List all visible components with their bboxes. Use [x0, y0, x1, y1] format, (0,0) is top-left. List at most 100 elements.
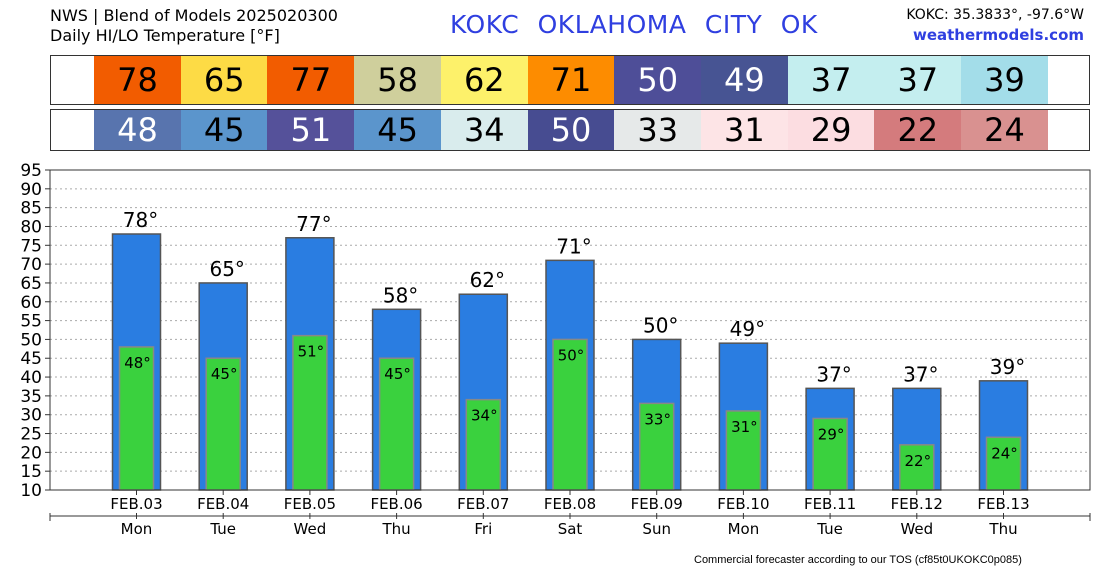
hi-value-label: 39° — [990, 355, 1025, 379]
lo-value-label: 22° — [905, 452, 932, 470]
lo-value-label: 34° — [471, 407, 498, 425]
y-tick-label: 45 — [20, 349, 42, 369]
lo-bar — [292, 334, 328, 491]
hi-value-label: 62° — [470, 268, 505, 292]
y-tick-label: 60 — [20, 293, 42, 313]
y-tick-label: 10 — [20, 481, 42, 501]
hi-value-label: 77° — [296, 212, 331, 236]
hi-value-label: 49° — [730, 317, 765, 341]
y-tick-label: 95 — [20, 161, 42, 181]
x-weekday-label: Sun — [642, 520, 671, 538]
x-weekday-label: Fri — [474, 520, 492, 538]
y-tick-label: 20 — [20, 443, 42, 463]
x-weekday-label: Tue — [209, 520, 236, 538]
hi-temp-cell: 39 — [961, 56, 1048, 104]
y-tick-label: 50 — [20, 330, 42, 350]
hi-value-label: 78° — [123, 208, 158, 232]
x-category-label: FEB.08 — [544, 495, 596, 513]
x-category-label: FEB.12 — [891, 495, 943, 513]
x-axis: FEB.03 Mon FEB.04 Tue FEB.05 Wed FEB.06 Thu FEB.… — [49, 490, 1091, 538]
lo-temp-cell: 50 — [527, 110, 615, 150]
y-tick-label: 90 — [20, 180, 42, 200]
x-category-label: FEB.04 — [197, 495, 249, 513]
footer-note: Commercial forecaster according to our T… — [694, 554, 1022, 566]
x-weekday-label: Thu — [382, 520, 411, 538]
y-tick-label: 85 — [20, 199, 42, 219]
lo-value-label: 24° — [991, 444, 1018, 462]
hi-temp-cell: 58 — [354, 56, 442, 104]
x-category-label: FEB.06 — [370, 495, 422, 513]
lo-bar — [205, 357, 241, 491]
x-category-label: FEB.13 — [977, 495, 1029, 513]
lo-value-label: 45° — [211, 365, 238, 383]
site-link[interactable]: weathermodels.com — [912, 26, 1084, 44]
lo-temp-cell: 51 — [267, 110, 355, 150]
lo-value-label: 50° — [558, 346, 585, 364]
y-tick-label: 75 — [20, 236, 42, 256]
lo-value-label: 48° — [124, 354, 151, 372]
hi-temp-cell: 37 — [874, 56, 962, 104]
x-weekday-label: Sat — [558, 520, 583, 538]
y-tick-label: 35 — [20, 387, 42, 407]
lo-value-label: 31° — [731, 418, 758, 436]
hi-temp-strip: 78 65 77 58 62 71 50 49 37 37 39 — [50, 55, 1090, 105]
hi-temp-cell: 49 — [700, 56, 788, 104]
x-weekday-label: Thu — [988, 520, 1017, 538]
lo-bar — [465, 398, 502, 491]
y-tick-label: 80 — [20, 217, 42, 237]
x-weekday-label: Wed — [900, 520, 933, 538]
hi-value-label: 58° — [383, 283, 418, 307]
chart-title-line2: Daily HI/LO Temperature [°F] — [50, 26, 280, 45]
y-tick-label: 65 — [20, 274, 42, 294]
lo-temp-cell: 22 — [874, 110, 962, 150]
y-tick-label: 30 — [20, 406, 42, 426]
x-weekday-label: Mon — [121, 520, 153, 538]
y-tick-label: 70 — [20, 255, 42, 275]
lo-temp-cell: 31 — [700, 110, 788, 150]
lo-temp-cell: 24 — [961, 110, 1048, 150]
lo-temp-cell: 48 — [94, 110, 181, 150]
hi-value-label: 37° — [903, 362, 938, 386]
lo-temp-cell: 34 — [440, 110, 528, 150]
station-name: KOKC OKLAHOMA CITY OK — [450, 10, 818, 39]
lo-temp-cell: 45 — [180, 110, 268, 150]
lo-bar — [638, 402, 675, 491]
lo-bar — [378, 357, 415, 491]
x-category-label: FEB.10 — [717, 495, 769, 513]
lo-value-label: 33° — [644, 410, 671, 428]
y-tick-label: 55 — [20, 312, 42, 332]
hi-temp-cell: 62 — [440, 56, 528, 104]
x-weekday-label: Tue — [816, 520, 843, 538]
hi-temp-cell: 50 — [614, 56, 702, 104]
hi-temp-cell: 71 — [527, 56, 615, 104]
hi-value-label: 71° — [556, 234, 591, 258]
bar-labels: 78° 48° 65° 45° 77° 51° 58° 45° 62° 34° 71° 50° 50° 3… — [123, 208, 1025, 470]
y-tick-label: 15 — [20, 462, 42, 482]
bars — [111, 233, 1029, 491]
lo-temp-cell: 33 — [614, 110, 702, 150]
x-category-label: FEB.11 — [804, 495, 856, 513]
y-tick-label: 40 — [20, 368, 42, 388]
lo-temp-strip: 48 45 51 45 34 50 33 31 29 22 24 — [50, 109, 1090, 151]
lo-bar — [552, 338, 588, 491]
x-category-label: FEB.03 — [110, 495, 162, 513]
hi-value-label: 65° — [209, 257, 244, 281]
plot-frame — [49, 169, 1091, 491]
lo-value-label: 51° — [298, 343, 325, 361]
lo-temp-cell: 45 — [354, 110, 442, 150]
hi-temp-cell: 65 — [180, 56, 268, 104]
hi-value-label: 50° — [643, 313, 678, 337]
y-tick-label: 25 — [20, 425, 42, 445]
x-weekday-label: Wed — [294, 520, 327, 538]
x-category-label: FEB.09 — [631, 495, 683, 513]
lo-value-label: 29° — [818, 425, 845, 443]
lo-temp-cell: 29 — [787, 110, 875, 150]
station-coords: KOKC: 35.3833°, -97.6°W — [906, 7, 1084, 23]
hi-temp-cell: 37 — [787, 56, 875, 104]
lo-value-label: 45° — [384, 365, 411, 383]
x-category-label: FEB.05 — [284, 495, 336, 513]
hi-temp-cell: 77 — [267, 56, 355, 104]
chart-title-line1: NWS | Blend of Models 2025020300 — [50, 6, 338, 25]
